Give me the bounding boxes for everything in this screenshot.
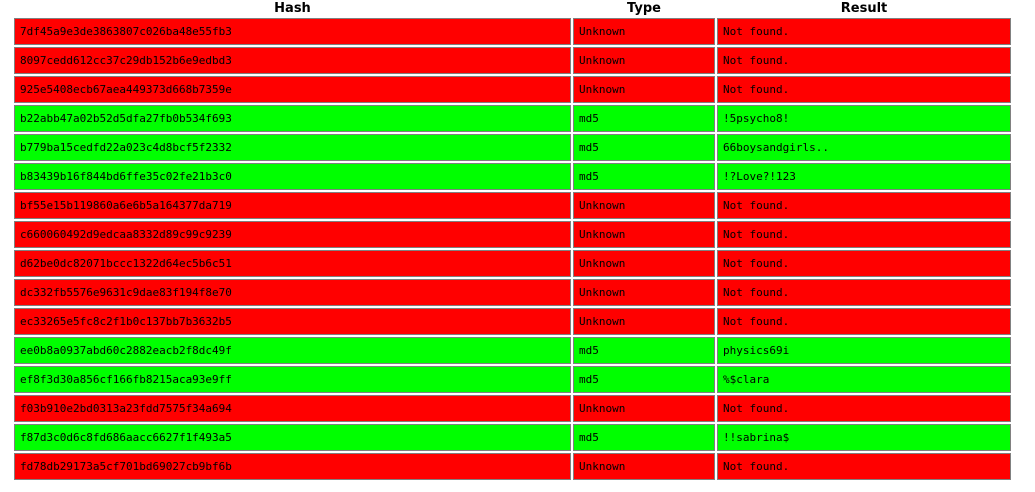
table-row: 925e5408ecb67aea449373d668b7359e Unknown N…: [14, 76, 1011, 103]
hash-cell: d62be0dc82071bccc1322d64ec5b6c51: [14, 250, 571, 277]
hash-cell: b83439b16f844bd6ffe35c02fe21b3c0: [14, 163, 571, 190]
type-cell: md5: [573, 105, 715, 132]
table-row: ef8f3d30a856cf166fb8215aca93e9ff md5 %$cla…: [14, 366, 1011, 393]
hash-cell: f87d3c0d6c8fd686aacc6627f1f493a5: [14, 424, 571, 451]
type-cell: Unknown: [573, 221, 715, 248]
hash-cell: fd78db29173a5cf701bd69027cb9bf6b: [14, 453, 571, 480]
column-header-hash: Hash: [274, 1, 311, 16]
table-row: fd78db29173a5cf701bd69027cb9bf6b Unknown N…: [14, 453, 1011, 480]
table-row: b22abb47a02b52d5dfa27fb0b534f693 md5 !5psy…: [14, 105, 1011, 132]
type-cell: Unknown: [573, 308, 715, 335]
table-row: ee0b8a0937abd60c2882eacb2f8dc49f md5 physi…: [14, 337, 1011, 364]
type-cell: Unknown: [573, 453, 715, 480]
result-cell: !5psycho8!: [717, 105, 1011, 132]
hash-cell: b779ba15cedfd22a023c4d8bcf5f2332: [14, 134, 571, 161]
result-cell: Not found.: [717, 395, 1011, 422]
type-cell: Unknown: [573, 279, 715, 306]
result-cell: !!sabrina$: [717, 424, 1011, 451]
type-cell: Unknown: [573, 76, 715, 103]
column-header-type: Type: [627, 1, 661, 16]
type-cell: Unknown: [573, 18, 715, 45]
hash-cell: 925e5408ecb67aea449373d668b7359e: [14, 76, 571, 103]
table-row: bf55e15b119860a6e6b5a164377da719 Unknown N…: [14, 192, 1011, 219]
hash-cell: 7df45a9e3de3863807c026ba48e55fb3: [14, 18, 571, 45]
result-cell: Not found.: [717, 18, 1011, 45]
result-cell: Not found.: [717, 76, 1011, 103]
type-cell: Unknown: [573, 395, 715, 422]
hash-cell: 8097cedd612cc37c29db152b6e9edbd3: [14, 47, 571, 74]
table-row: f87d3c0d6c8fd686aacc6627f1f493a5 md5 !!sab…: [14, 424, 1011, 451]
results-body: 7df45a9e3de3863807c026ba48e55fb3 Unknown N…: [14, 18, 1011, 480]
result-cell: physics69i: [717, 337, 1011, 364]
result-cell: %$clara: [717, 366, 1011, 393]
type-cell: md5: [573, 134, 715, 161]
result-cell: Not found.: [717, 192, 1011, 219]
type-cell: Unknown: [573, 192, 715, 219]
results-table: Hash Type Result 7df45a9e3de3863807c026b…: [12, 0, 1013, 482]
hash-cell: ec33265e5fc8c2f1b0c137bb7b3632b5: [14, 308, 571, 335]
hash-cell: ee0b8a0937abd60c2882eacb2f8dc49f: [14, 337, 571, 364]
type-cell: Unknown: [573, 47, 715, 74]
result-cell: Not found.: [717, 308, 1011, 335]
hash-cell: dc332fb5576e9631c9dae83f194f8e70: [14, 279, 571, 306]
table-row: 8097cedd612cc37c29db152b6e9edbd3 Unknown N…: [14, 47, 1011, 74]
type-cell: md5: [573, 337, 715, 364]
type-cell: Unknown: [573, 250, 715, 277]
table-row: b779ba15cedfd22a023c4d8bcf5f2332 md5 66boy…: [14, 134, 1011, 161]
result-cell: Not found.: [717, 453, 1011, 480]
type-cell: md5: [573, 366, 715, 393]
table-row: c660060492d9edcaa8332d89c99c9239 Unknown N…: [14, 221, 1011, 248]
header-row: Hash Type Result: [14, 2, 1011, 16]
result-cell: Not found.: [717, 47, 1011, 74]
table-row: d62be0dc82071bccc1322d64ec5b6c51 Unknown N…: [14, 250, 1011, 277]
column-header-result: Result: [840, 1, 888, 16]
result-cell: Not found.: [717, 279, 1011, 306]
result-cell: 66boysandgirls..: [717, 134, 1011, 161]
hash-cell: f03b910e2bd0313a23fdd7575f34a694: [14, 395, 571, 422]
hash-cell: bf55e15b119860a6e6b5a164377da719: [14, 192, 571, 219]
result-cell: Not found.: [717, 221, 1011, 248]
table-row: dc332fb5576e9631c9dae83f194f8e70 Unknown N…: [14, 279, 1011, 306]
type-cell: md5: [573, 424, 715, 451]
table-row: f03b910e2bd0313a23fdd7575f34a694 Unknown N…: [14, 395, 1011, 422]
hash-cell: b22abb47a02b52d5dfa27fb0b534f693: [14, 105, 571, 132]
result-cell: Not found.: [717, 250, 1011, 277]
type-cell: md5: [573, 163, 715, 190]
hash-cell: ef8f3d30a856cf166fb8215aca93e9ff: [14, 366, 571, 393]
table-row: ec33265e5fc8c2f1b0c137bb7b3632b5 Unknown N…: [14, 308, 1011, 335]
result-cell: !?Love?!123: [717, 163, 1011, 190]
hash-cell: c660060492d9edcaa8332d89c99c9239: [14, 221, 571, 248]
table-row: b83439b16f844bd6ffe35c02fe21b3c0 md5 !?Lov…: [14, 163, 1011, 190]
table-row: 7df45a9e3de3863807c026ba48e55fb3 Unknown N…: [14, 18, 1011, 45]
